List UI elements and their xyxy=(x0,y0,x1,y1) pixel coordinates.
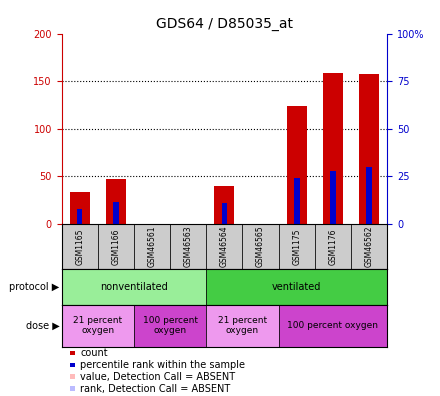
Text: 21 percent
oxygen: 21 percent oxygen xyxy=(218,316,267,335)
Text: GSM46564: GSM46564 xyxy=(220,226,229,267)
Text: GSM46562: GSM46562 xyxy=(365,226,374,267)
Bar xyxy=(134,224,170,269)
Bar xyxy=(367,167,372,224)
Text: ventilated: ventilated xyxy=(272,282,322,292)
Text: GSM46563: GSM46563 xyxy=(184,226,193,267)
Text: 100 percent
oxygen: 100 percent oxygen xyxy=(143,316,198,335)
Bar xyxy=(242,224,279,269)
Bar xyxy=(70,192,90,224)
Bar xyxy=(113,202,119,224)
Bar xyxy=(359,74,379,224)
Bar xyxy=(106,179,126,224)
Text: 21 percent
oxygen: 21 percent oxygen xyxy=(73,316,122,335)
Text: GSM46565: GSM46565 xyxy=(256,226,265,267)
Bar xyxy=(279,224,315,269)
Title: GDS64 / D85035_at: GDS64 / D85035_at xyxy=(156,17,293,31)
Bar xyxy=(214,186,235,224)
Bar xyxy=(294,178,300,224)
Bar xyxy=(62,224,98,269)
Bar xyxy=(206,305,279,346)
Text: dose ▶: dose ▶ xyxy=(26,321,59,331)
Bar xyxy=(323,72,343,224)
Bar xyxy=(222,203,227,224)
Bar xyxy=(170,224,206,269)
Bar xyxy=(351,224,387,269)
Bar xyxy=(206,224,242,269)
Text: GSM1176: GSM1176 xyxy=(328,228,337,265)
Text: protocol ▶: protocol ▶ xyxy=(9,282,59,292)
Bar xyxy=(315,224,351,269)
Bar xyxy=(77,209,82,224)
Text: GSM1165: GSM1165 xyxy=(75,228,84,265)
Text: value, Detection Call = ABSENT: value, Detection Call = ABSENT xyxy=(80,372,235,382)
Text: nonventilated: nonventilated xyxy=(100,282,168,292)
Text: GSM46561: GSM46561 xyxy=(147,226,157,267)
Bar xyxy=(134,305,206,346)
Text: GSM1175: GSM1175 xyxy=(292,228,301,265)
Bar xyxy=(279,305,387,346)
Bar xyxy=(62,269,206,305)
Bar xyxy=(287,106,307,224)
Bar xyxy=(206,269,387,305)
Bar xyxy=(330,171,336,224)
Text: GSM1166: GSM1166 xyxy=(111,228,121,265)
Bar xyxy=(98,224,134,269)
Text: percentile rank within the sample: percentile rank within the sample xyxy=(80,360,245,370)
Bar xyxy=(62,305,134,346)
Text: 100 percent oxygen: 100 percent oxygen xyxy=(287,321,378,330)
Text: rank, Detection Call = ABSENT: rank, Detection Call = ABSENT xyxy=(80,384,230,394)
Text: count: count xyxy=(80,348,108,358)
